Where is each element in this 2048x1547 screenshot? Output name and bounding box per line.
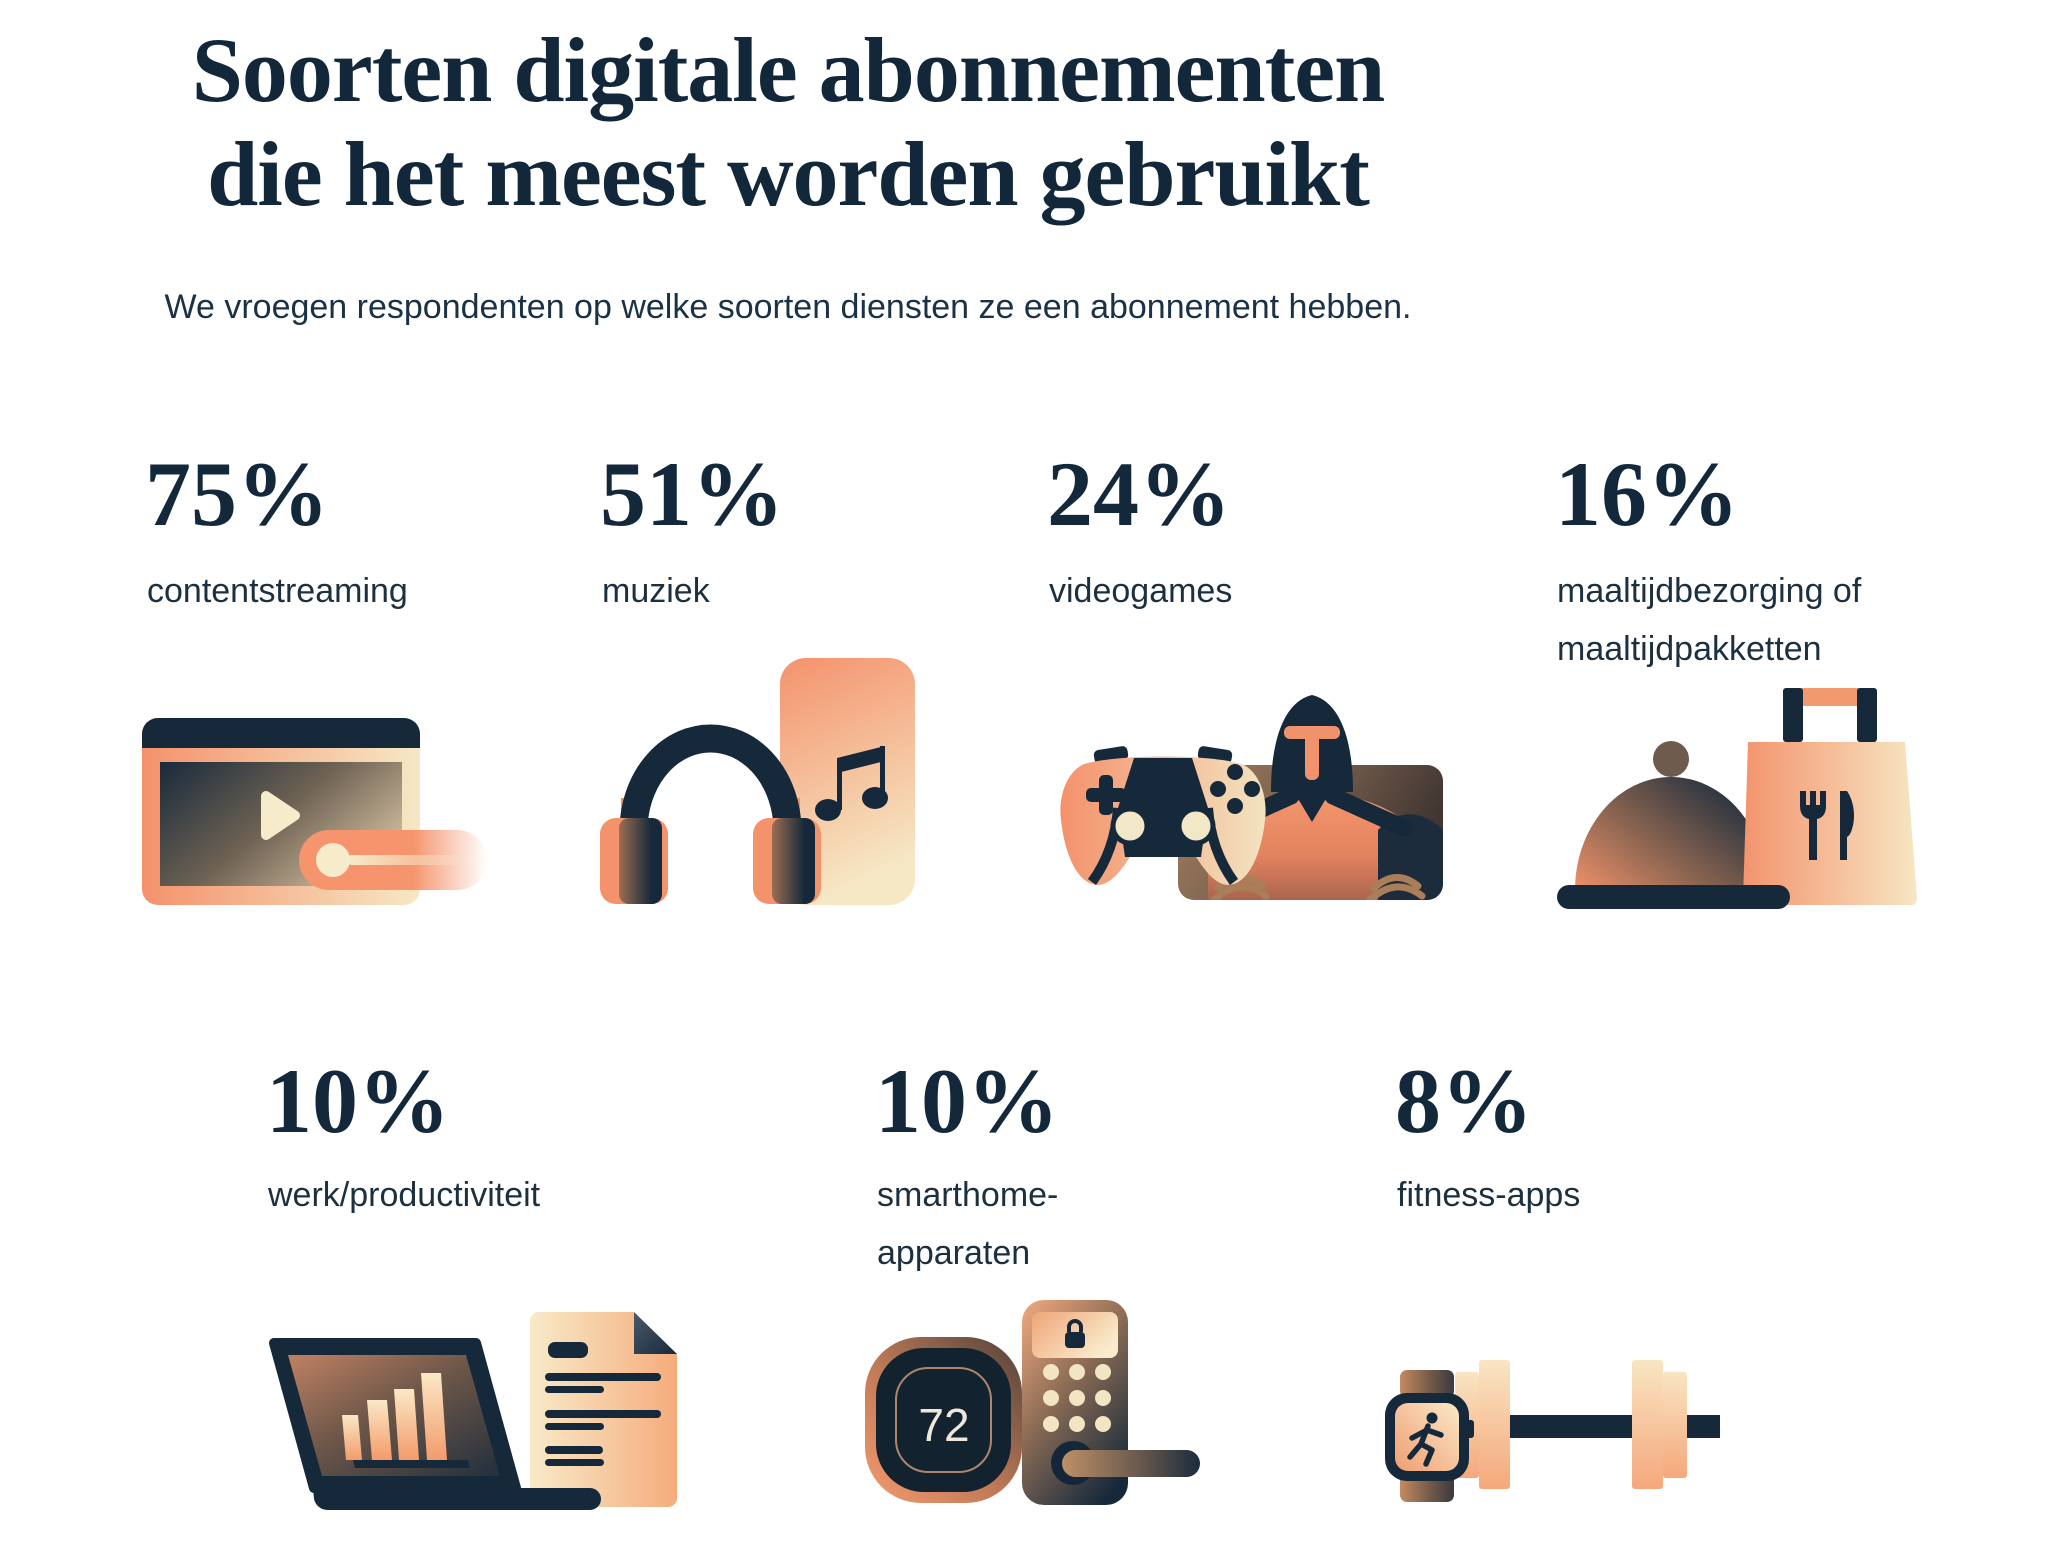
stat-label-smarthome: smarthome- apparaten: [877, 1176, 1059, 1272]
video-player-icon: [142, 718, 562, 913]
dpad-icon: [1086, 775, 1126, 815]
page-subtitle: We vroegen respondenten op welke soorten…: [164, 288, 1412, 326]
meal-delivery-icon: [1550, 685, 1920, 915]
stat-value-contentstreaming: 75%: [145, 443, 329, 545]
stat-label-maaltijd: maaltijdbezorging of maaltijdpakketten: [1557, 572, 1862, 668]
dumbbell-illustration: [1455, 1360, 1720, 1489]
stat-value-muziek: 51%: [600, 443, 784, 545]
page-title-line2: die het meest worden gebruikt: [207, 123, 1370, 225]
thermostat-temperature: 72: [918, 1399, 970, 1451]
fork-knife-icon: [1800, 791, 1855, 860]
analog-sticks: [1110, 806, 1216, 846]
keypad-dots: [1043, 1364, 1111, 1432]
page-title-line1: Soorten digitale abonnementen: [191, 19, 1386, 121]
laptop-document-icon: [268, 1312, 678, 1517]
smartwatch-dumbbell-icon: [1382, 1358, 1722, 1523]
smartwatch-illustration: [1385, 1370, 1474, 1502]
stat-value-werk: 10%: [266, 1050, 450, 1152]
stat-value-maaltijd: 16%: [1555, 443, 1739, 545]
document-illustration: [530, 1312, 677, 1507]
stat-value-smarthome: 10%: [875, 1050, 1059, 1152]
stat-value-videogames: 24%: [1047, 443, 1231, 545]
headphones-icon: [585, 658, 915, 913]
laptop-illustration: [269, 1338, 601, 1511]
smart-lock-illustration: [1022, 1300, 1200, 1505]
lock-icon: [1065, 1319, 1085, 1348]
game-controller-icon: [1058, 680, 1448, 950]
stat-label-fitness: fitness-apps: [1397, 1176, 1581, 1214]
smart-home-icon: [860, 1295, 1205, 1515]
stat-label-contentstreaming: contentstreaming: [147, 572, 408, 610]
controller-body: [1060, 746, 1266, 885]
stat-label-werk: werk/productiviteit: [268, 1176, 541, 1214]
runner-icon: [1407, 1412, 1444, 1467]
stat-label-videogames: videogames: [1049, 572, 1233, 610]
music-note-icon: [815, 746, 888, 821]
thermostat-illustration: [865, 1337, 1022, 1503]
action-buttons: [1210, 764, 1260, 814]
page-title: Soorten digitale abonnementen die het me…: [0, 18, 1576, 226]
stat-value-fitness: 8%: [1395, 1050, 1533, 1152]
stat-label-muziek: muziek: [602, 572, 710, 610]
